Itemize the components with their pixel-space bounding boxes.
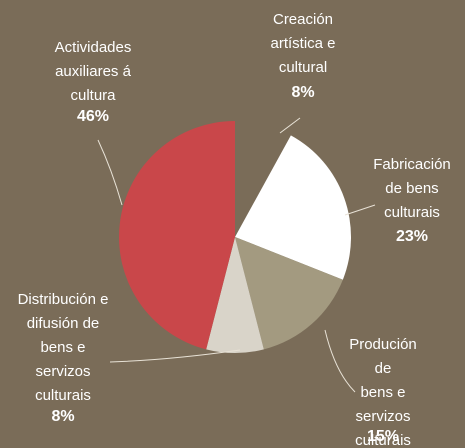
pie-slice — [235, 121, 291, 237]
value-label: 23% — [395, 228, 429, 245]
slice-label: Fabricación de bens culturais — [373, 156, 451, 221]
pie-slice — [235, 135, 351, 280]
pie-slice — [206, 237, 264, 354]
leader-line — [109, 349, 241, 363]
slice-label: Distribución e difusión de bens e serviz… — [17, 291, 109, 404]
leader-line — [344, 204, 376, 216]
value-label: 8% — [51, 408, 75, 425]
pie-slice — [119, 121, 235, 350]
pie-slice — [235, 237, 343, 350]
leader-line — [97, 139, 123, 206]
value-label: 8% — [291, 84, 315, 101]
leader-line — [324, 329, 356, 393]
slice-label: Actividades auxiliares á cultura — [54, 39, 132, 104]
slice-label: Produción de bens e servizos culturais — [349, 336, 417, 448]
slices — [119, 121, 351, 354]
value-label: 46% — [76, 108, 110, 125]
leader-line — [279, 117, 301, 134]
slice-label: Creación artística e cultural — [270, 11, 336, 76]
value-label: 15% — [366, 428, 400, 445]
